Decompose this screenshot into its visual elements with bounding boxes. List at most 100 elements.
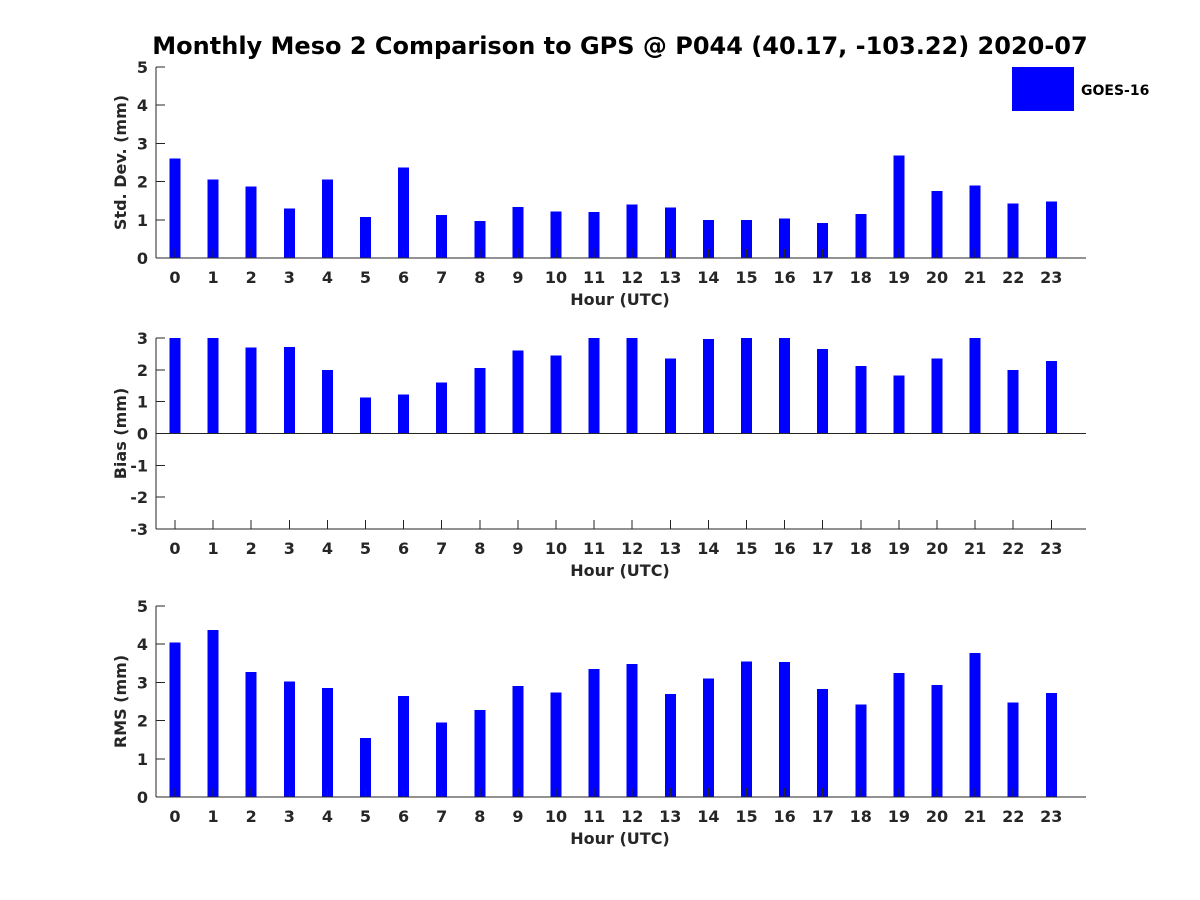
bar-hour-19	[893, 672, 905, 797]
y-tick-label: 4	[137, 635, 148, 654]
x-tick-label: 5	[360, 539, 371, 558]
x-tick-label: 7	[436, 539, 447, 558]
bar-hour-7	[436, 722, 448, 797]
bar-hour-5	[360, 217, 371, 258]
bar-hour-4	[321, 179, 333, 258]
bar-hour-1	[207, 179, 219, 258]
bar-hour-3	[283, 681, 295, 797]
x-tick-label: 4	[322, 539, 333, 558]
bar-hour-22	[1007, 203, 1019, 258]
bar-hour-21	[969, 185, 981, 258]
x-tick-label: 22	[1002, 268, 1024, 287]
x-tick-label: 2	[246, 268, 257, 287]
y-tick-label: 0	[137, 425, 148, 444]
bar-hour-21	[969, 338, 981, 434]
x-tick-label: 16	[773, 539, 795, 558]
x-tick-label: 4	[322, 807, 333, 826]
x-tick-label: 13	[659, 539, 681, 558]
x-tick-label: 23	[1040, 539, 1062, 558]
bar-hour-9	[512, 207, 524, 258]
x-tick-label: 17	[812, 268, 834, 287]
x-axis-label: Hour (UTC)	[570, 829, 670, 848]
bar-hour-8	[474, 368, 486, 434]
x-tick-label: 8	[474, 807, 485, 826]
bar-hour-19	[893, 155, 905, 258]
x-tick-label: 3	[284, 268, 295, 287]
bar-hour-5	[360, 397, 371, 434]
x-axis-label: Hour (UTC)	[570, 561, 670, 580]
bar-hour-17	[817, 349, 829, 434]
bar-hour-22	[1007, 369, 1019, 434]
legend-swatch	[1012, 67, 1074, 111]
y-tick-label: 3	[137, 329, 148, 348]
x-tick-label: 21	[964, 539, 986, 558]
x-tick-label: 0	[169, 268, 180, 287]
x-tick-label: 20	[926, 539, 948, 558]
bar-hour-7	[436, 382, 448, 434]
x-tick-label: 20	[926, 807, 948, 826]
bar-hour-9	[512, 686, 524, 797]
bar-hour-15	[741, 219, 752, 258]
bar-hour-16	[779, 338, 791, 434]
bar-hour-16	[779, 662, 791, 797]
bar-hour-15	[741, 661, 752, 797]
bar-hour-4	[321, 369, 333, 434]
bar-hour-18	[855, 704, 867, 797]
x-tick-label: 16	[773, 268, 795, 287]
bar-hour-20	[931, 191, 943, 258]
bar-hour-4	[321, 688, 333, 797]
y-tick-label: 0	[137, 788, 148, 807]
bar-hour-20	[931, 358, 943, 434]
x-tick-label: 8	[474, 539, 485, 558]
y-tick-label: 1	[137, 393, 148, 412]
x-tick-label: 19	[888, 268, 910, 287]
y-tick-label: 5	[137, 58, 148, 77]
bar-hour-9	[512, 350, 524, 434]
x-tick-label: 6	[398, 807, 409, 826]
x-tick-label: 23	[1040, 268, 1062, 287]
bar-hour-0	[169, 338, 181, 434]
bar-hour-23	[1045, 201, 1057, 258]
x-tick-label: 18	[850, 539, 872, 558]
bar-hour-10	[550, 692, 562, 797]
x-tick-label: 4	[322, 268, 333, 287]
bar-hour-5	[360, 737, 371, 797]
bar-hour-17	[817, 688, 829, 797]
y-tick-label: 1	[137, 211, 148, 230]
x-tick-label: 23	[1040, 807, 1062, 826]
x-tick-label: 7	[436, 268, 447, 287]
y-tick-label: 2	[137, 361, 148, 380]
x-tick-label: 9	[512, 268, 523, 287]
bar-hour-14	[702, 678, 714, 797]
x-tick-label: 6	[398, 268, 409, 287]
x-tick-label: 16	[773, 807, 795, 826]
y-tick-label: -2	[130, 488, 148, 507]
x-tick-label: 6	[398, 539, 409, 558]
bar-hour-14	[702, 339, 714, 434]
y-tick-label: 5	[137, 597, 148, 616]
bar-hour-1	[207, 630, 219, 797]
bar-hour-13	[664, 207, 676, 258]
y-tick-label: 1	[137, 750, 148, 769]
x-tick-label: 5	[360, 268, 371, 287]
y-tick-label: 0	[137, 249, 148, 268]
x-tick-label: 1	[208, 539, 219, 558]
bar-hour-6	[398, 167, 410, 258]
x-tick-label: 3	[284, 539, 295, 558]
bar-hour-2	[245, 186, 257, 258]
bar-hour-8	[474, 709, 486, 797]
bar-hour-12	[626, 664, 638, 797]
x-tick-label: 5	[360, 807, 371, 826]
bar-hour-10	[550, 211, 562, 258]
x-tick-label: 10	[545, 539, 567, 558]
bar-hour-12	[626, 338, 638, 434]
x-tick-label: 20	[926, 268, 948, 287]
x-axis-label: Hour (UTC)	[570, 290, 670, 309]
legend: GOES-16	[1012, 67, 1149, 111]
bar-hour-11	[588, 212, 600, 258]
x-tick-label: 9	[512, 539, 523, 558]
x-tick-label: 22	[1002, 807, 1024, 826]
x-tick-label: 11	[583, 807, 605, 826]
